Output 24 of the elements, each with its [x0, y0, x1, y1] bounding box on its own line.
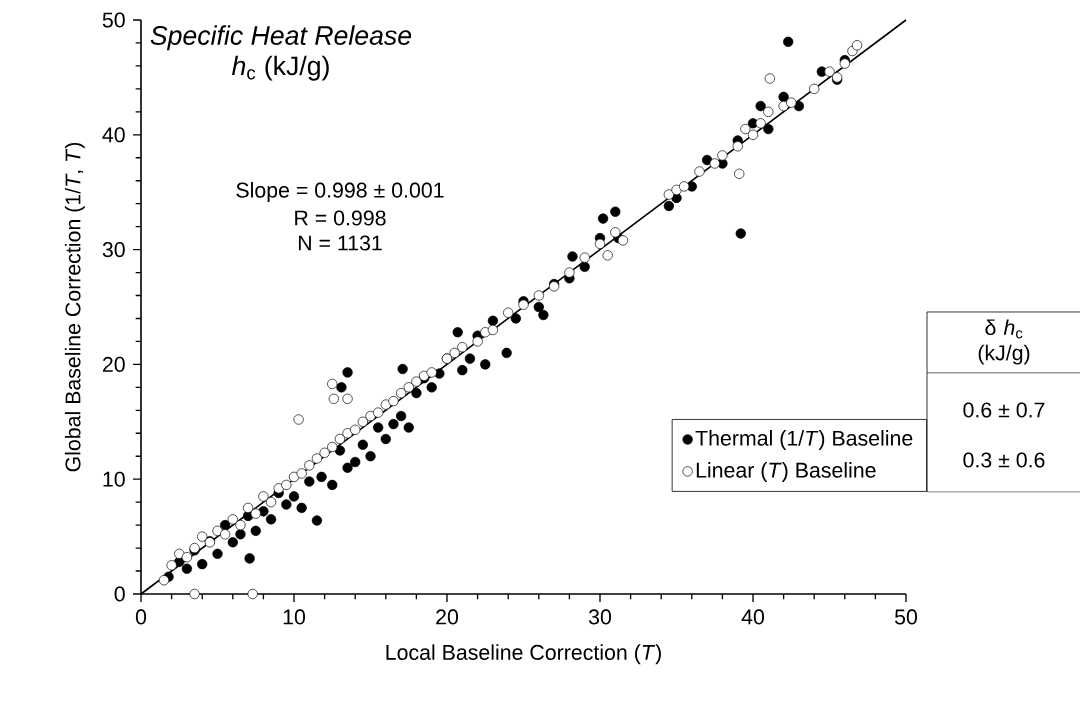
annotation: Slope = 0.998 ± 0.001: [236, 182, 444, 202]
x-tick-label: 30: [588, 609, 612, 625]
legend-label: Linear (T) Baseline: [696, 462, 876, 482]
annotation: N = 1131: [298, 235, 382, 251]
x-tick-label: 0: [135, 609, 147, 625]
x-axis-title: Local Baseline Correction (T): [386, 644, 661, 665]
text: h$_{c}$ (kJ/g): [231, 55, 329, 81]
text: 0.3 ± 0.6: [963, 452, 1045, 468]
x-tick-label: 50: [894, 609, 918, 625]
legend-label: Thermal (1/T) Baseline: [695, 430, 913, 450]
y-tick-label: 30: [102, 242, 125, 258]
x-tick-label: 40: [741, 609, 765, 625]
y-tick-label: 10: [103, 471, 125, 487]
y-tick-label: 0: [114, 586, 125, 602]
chart-title: Specific Heat Release: [150, 25, 412, 51]
y-tick-label: 20: [102, 356, 125, 372]
text: δ h$_{c}$ (kJ/g): [978, 319, 1030, 365]
annotation: R = 0.998: [295, 210, 386, 226]
x-tick-label: 10: [283, 609, 306, 625]
y-axis-title: Global Baseline Correction (1/T, T): [64, 142, 85, 472]
y-tick-label: 50: [102, 12, 125, 28]
y-tick-label: 40: [102, 127, 125, 143]
text: 0.6 ± 0.7: [963, 402, 1045, 418]
x-tick-label: 20: [436, 609, 459, 625]
